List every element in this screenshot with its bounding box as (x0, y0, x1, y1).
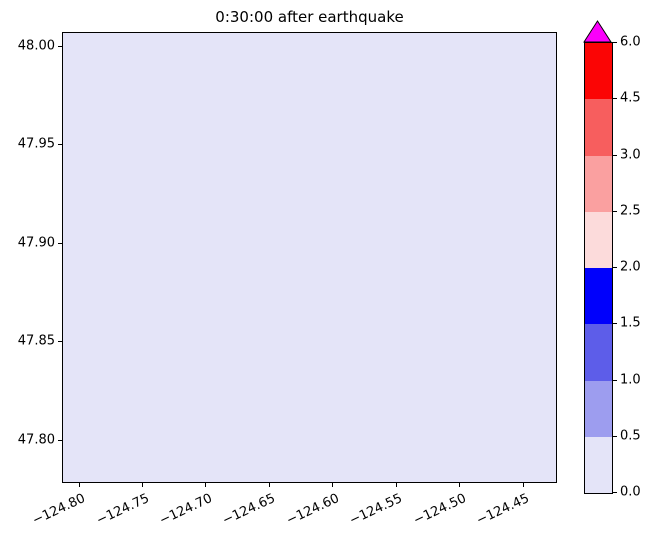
x-tick-label-text: −124.70 (157, 491, 215, 529)
colorbar-tick-label: 4.5 (620, 90, 641, 106)
y-tick-mark (58, 144, 62, 146)
colorbar-tick-mark (613, 210, 617, 212)
y-tick-mark (58, 242, 62, 244)
x-tick-mark (395, 483, 397, 487)
colorbar-segment (585, 268, 612, 325)
colorbar-segment (585, 155, 612, 212)
x-tick-mark (205, 483, 207, 487)
colorbar-tick-mark (613, 323, 617, 325)
y-tick-mark (58, 341, 62, 343)
colorbar (584, 42, 613, 494)
colorbar-tick-label: 3.0 (620, 147, 641, 162)
x-tick-label-text: −124.80 (30, 491, 88, 529)
colorbar-tick-label: 6.0 (620, 34, 641, 50)
x-tick-label-text: −124.60 (284, 491, 342, 529)
y-tick-mark (58, 45, 62, 47)
colorbar-tick-mark (613, 154, 617, 156)
x-tick-mark (268, 483, 270, 487)
x-tick-label-text: −124.45 (474, 491, 533, 529)
colorbar-tick-mark (613, 492, 617, 493)
colorbar-tick-mark (613, 98, 617, 100)
x-tick-mark (459, 483, 461, 487)
colorbar-tick-label: 1.0 (620, 372, 641, 387)
x-tick-mark (332, 483, 334, 487)
x-tick-label-text: −124.75 (93, 491, 152, 529)
colorbar-segment (585, 324, 612, 381)
colorbar-tick-mark (613, 42, 617, 43)
colorbar-segment (585, 43, 612, 100)
colorbar-tick-mark (613, 379, 617, 381)
x-tick-mark (78, 483, 80, 487)
colorbar-tick-label: 2.0 (620, 259, 641, 275)
plot-area (62, 32, 557, 483)
y-tick-label: 47.90 (17, 235, 55, 251)
y-tick-mark (58, 439, 62, 441)
colorbar-over-triangle (583, 20, 612, 43)
y-tick-label: 48.00 (17, 38, 55, 54)
colorbar-tick-label: 0.0 (620, 484, 641, 500)
x-tick-mark (141, 483, 143, 487)
x-tick-mark (522, 483, 524, 487)
y-tick-label: 47.80 (17, 432, 55, 448)
colorbar-tick-label: 0.5 (620, 428, 641, 444)
colorbar-tick-mark (613, 435, 617, 437)
x-tick-label-text: −124.65 (220, 491, 279, 529)
x-tick-label-text: −124.55 (347, 491, 406, 529)
y-tick-label: 47.85 (17, 333, 55, 349)
x-tick-label-text: −124.50 (411, 491, 469, 529)
colorbar-tick-label: 2.5 (620, 203, 641, 219)
colorbar-segment (585, 436, 612, 493)
plot-title: 0:30:00 after earthquake (215, 8, 404, 26)
colorbar-segment (585, 380, 612, 437)
colorbar-segment (585, 99, 612, 156)
colorbar-segment (585, 211, 612, 268)
colorbar-tick-mark (613, 267, 617, 268)
y-tick-label: 47.95 (17, 136, 55, 152)
colorbar-tick-label: 1.5 (620, 315, 641, 331)
